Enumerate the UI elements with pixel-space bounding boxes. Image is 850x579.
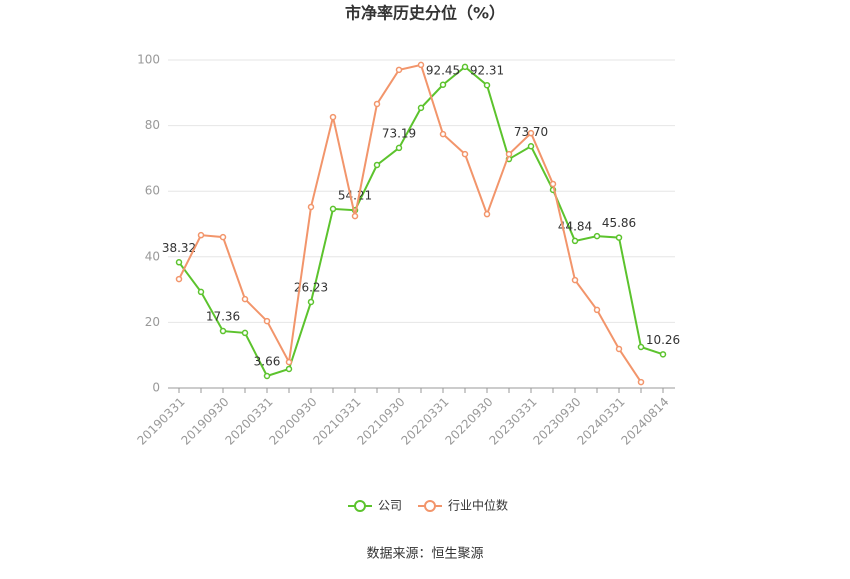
data-label: 73.19 xyxy=(382,126,416,140)
legend-label: 公司 xyxy=(378,499,402,513)
y-tick-label: 20 xyxy=(145,315,160,329)
chart-title: 市净率历史分位（%） xyxy=(345,4,505,23)
data-label: 92.45 xyxy=(426,63,460,77)
data-point xyxy=(395,144,403,152)
legend-marker xyxy=(424,500,436,512)
data-point xyxy=(417,61,425,69)
data-point xyxy=(615,345,623,353)
data-point xyxy=(395,66,403,74)
data-point xyxy=(417,104,425,112)
data-point xyxy=(175,259,183,266)
y-tick-label: 40 xyxy=(145,249,160,263)
data-point xyxy=(659,351,667,358)
data-point xyxy=(285,358,293,366)
data-label: 44.84 xyxy=(558,219,592,233)
data-point xyxy=(571,276,579,284)
y-tick-label: 60 xyxy=(145,184,160,198)
legend-label: 行业中位数 xyxy=(448,498,508,513)
data-point xyxy=(505,150,513,158)
data-point xyxy=(329,113,337,121)
data-label: 3.66 xyxy=(254,354,281,368)
data-point xyxy=(241,329,249,337)
data-point xyxy=(307,298,315,306)
data-label: 54.21 xyxy=(338,189,372,203)
source: 数据来源：恒生聚源 xyxy=(366,547,483,562)
data-label: 26.23 xyxy=(294,280,328,294)
data-point xyxy=(615,234,623,241)
y-tick-label: 80 xyxy=(145,118,160,132)
data-point xyxy=(461,63,469,71)
data-label: 45.86 xyxy=(602,216,636,230)
data-label: 92.31 xyxy=(470,64,504,78)
x-tick-label: 20240814 xyxy=(619,395,672,448)
data-point xyxy=(373,100,381,108)
data-point xyxy=(175,275,183,283)
y-tick-label: 0 xyxy=(152,381,160,395)
data-point xyxy=(197,288,205,296)
data-label: 38.32 xyxy=(162,241,196,255)
data-point xyxy=(637,343,645,351)
data-point xyxy=(329,205,337,213)
data-point xyxy=(527,143,535,150)
data-point xyxy=(219,327,227,335)
data-point xyxy=(307,203,315,211)
data-point xyxy=(483,81,491,89)
data-point xyxy=(439,81,447,89)
legend-marker xyxy=(354,500,366,512)
data-label: 10.26 xyxy=(646,333,680,347)
data-point xyxy=(241,295,249,303)
data-point xyxy=(373,161,381,169)
data-point xyxy=(197,231,205,239)
data-point xyxy=(593,306,601,314)
series-line xyxy=(178,63,642,383)
data-point xyxy=(549,180,557,188)
data-point xyxy=(461,150,469,158)
y-tick-label: 100 xyxy=(137,53,160,67)
data-point xyxy=(263,317,271,325)
data-label: 17.36 xyxy=(206,310,240,324)
data-point xyxy=(593,232,601,240)
data-point xyxy=(285,365,293,373)
data-point xyxy=(219,233,227,241)
data-point xyxy=(571,237,579,245)
data-point xyxy=(483,210,491,218)
data-point xyxy=(637,378,645,386)
data-point xyxy=(439,130,447,138)
data-point xyxy=(263,372,271,380)
data-point xyxy=(351,212,359,220)
data-point xyxy=(527,129,535,137)
